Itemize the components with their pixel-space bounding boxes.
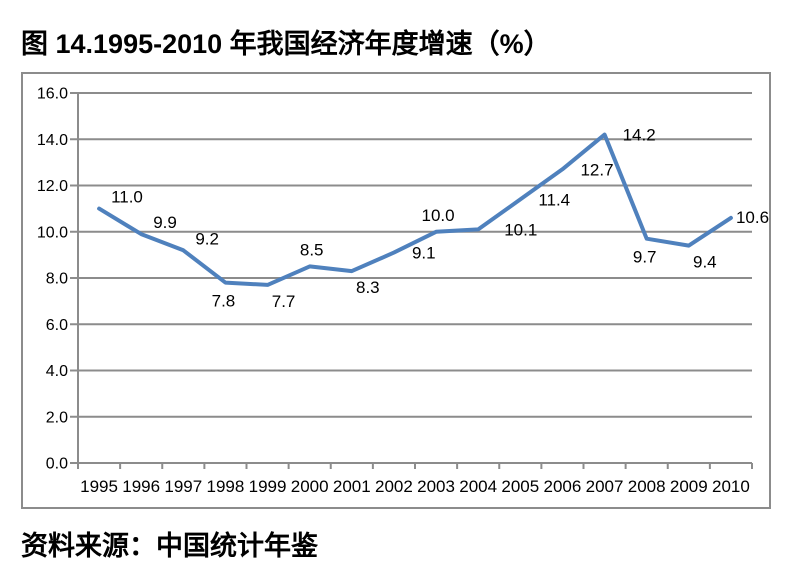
data-label: 9.9 xyxy=(153,213,177,232)
growth-line xyxy=(97,132,733,287)
x-axis-label: 2010 xyxy=(712,477,750,496)
x-axis-label: 2000 xyxy=(291,477,329,496)
data-label: 12.7 xyxy=(580,160,613,179)
x-axis-label: 2008 xyxy=(628,477,666,496)
data-label: 11.0 xyxy=(111,188,143,207)
y-axis-label: 0.0 xyxy=(46,456,68,473)
figure-title: 图 14.1995-2010 年我国经济年度增速（%） xyxy=(21,29,551,59)
x-axis-label: 2007 xyxy=(586,477,624,496)
x-axis-label: 1998 xyxy=(207,477,245,496)
x-axis-label: 2009 xyxy=(670,477,708,496)
x-axis-label: 2004 xyxy=(459,477,497,496)
data-label: 8.5 xyxy=(300,240,324,259)
x-axis-label: 2006 xyxy=(544,477,582,496)
data-label: 9.1 xyxy=(412,244,436,263)
data-label: 10.1 xyxy=(504,220,537,239)
data-label: 9.2 xyxy=(195,229,219,248)
x-axis-label: 2005 xyxy=(501,477,539,496)
y-axis-label: 4.0 xyxy=(46,363,68,380)
data-label: 9.4 xyxy=(693,253,717,272)
data-label: 14.2 xyxy=(623,126,656,145)
y-axis-label: 14.0 xyxy=(37,132,68,149)
data-label: 7.7 xyxy=(272,292,296,311)
y-axis-label: 16.0 xyxy=(37,86,68,103)
x-axis-label: 1996 xyxy=(122,477,160,496)
y-axis-label: 6.0 xyxy=(46,317,68,334)
data-label: 10.0 xyxy=(422,206,455,225)
data-label: 10.6 xyxy=(736,208,769,227)
data-label: 11.4 xyxy=(538,190,570,209)
source-note: 资料来源：中国统计年鉴 xyxy=(21,531,318,561)
y-axis-label: 12.0 xyxy=(37,178,68,195)
data-label: 7.8 xyxy=(212,292,236,311)
y-axis-label: 2.0 xyxy=(46,409,68,426)
x-axis-label: 1999 xyxy=(249,477,287,496)
x-axis-label: 2003 xyxy=(417,477,455,496)
y-axis-label: 10.0 xyxy=(37,224,68,241)
x-axis-label: 2002 xyxy=(375,477,413,496)
y-axis-label: 8.0 xyxy=(46,271,68,288)
x-axis-label: 1997 xyxy=(164,477,202,496)
data-label: 8.3 xyxy=(356,278,380,297)
x-axis-label: 1995 xyxy=(80,477,118,496)
x-axis-label: 2001 xyxy=(333,477,371,496)
data-label: 9.7 xyxy=(633,248,657,267)
chart-frame: 0.0 2.0 4.0 6.0 8.0 10.0 12.0 14.0 16.0 1995 1996 1… xyxy=(21,72,771,509)
